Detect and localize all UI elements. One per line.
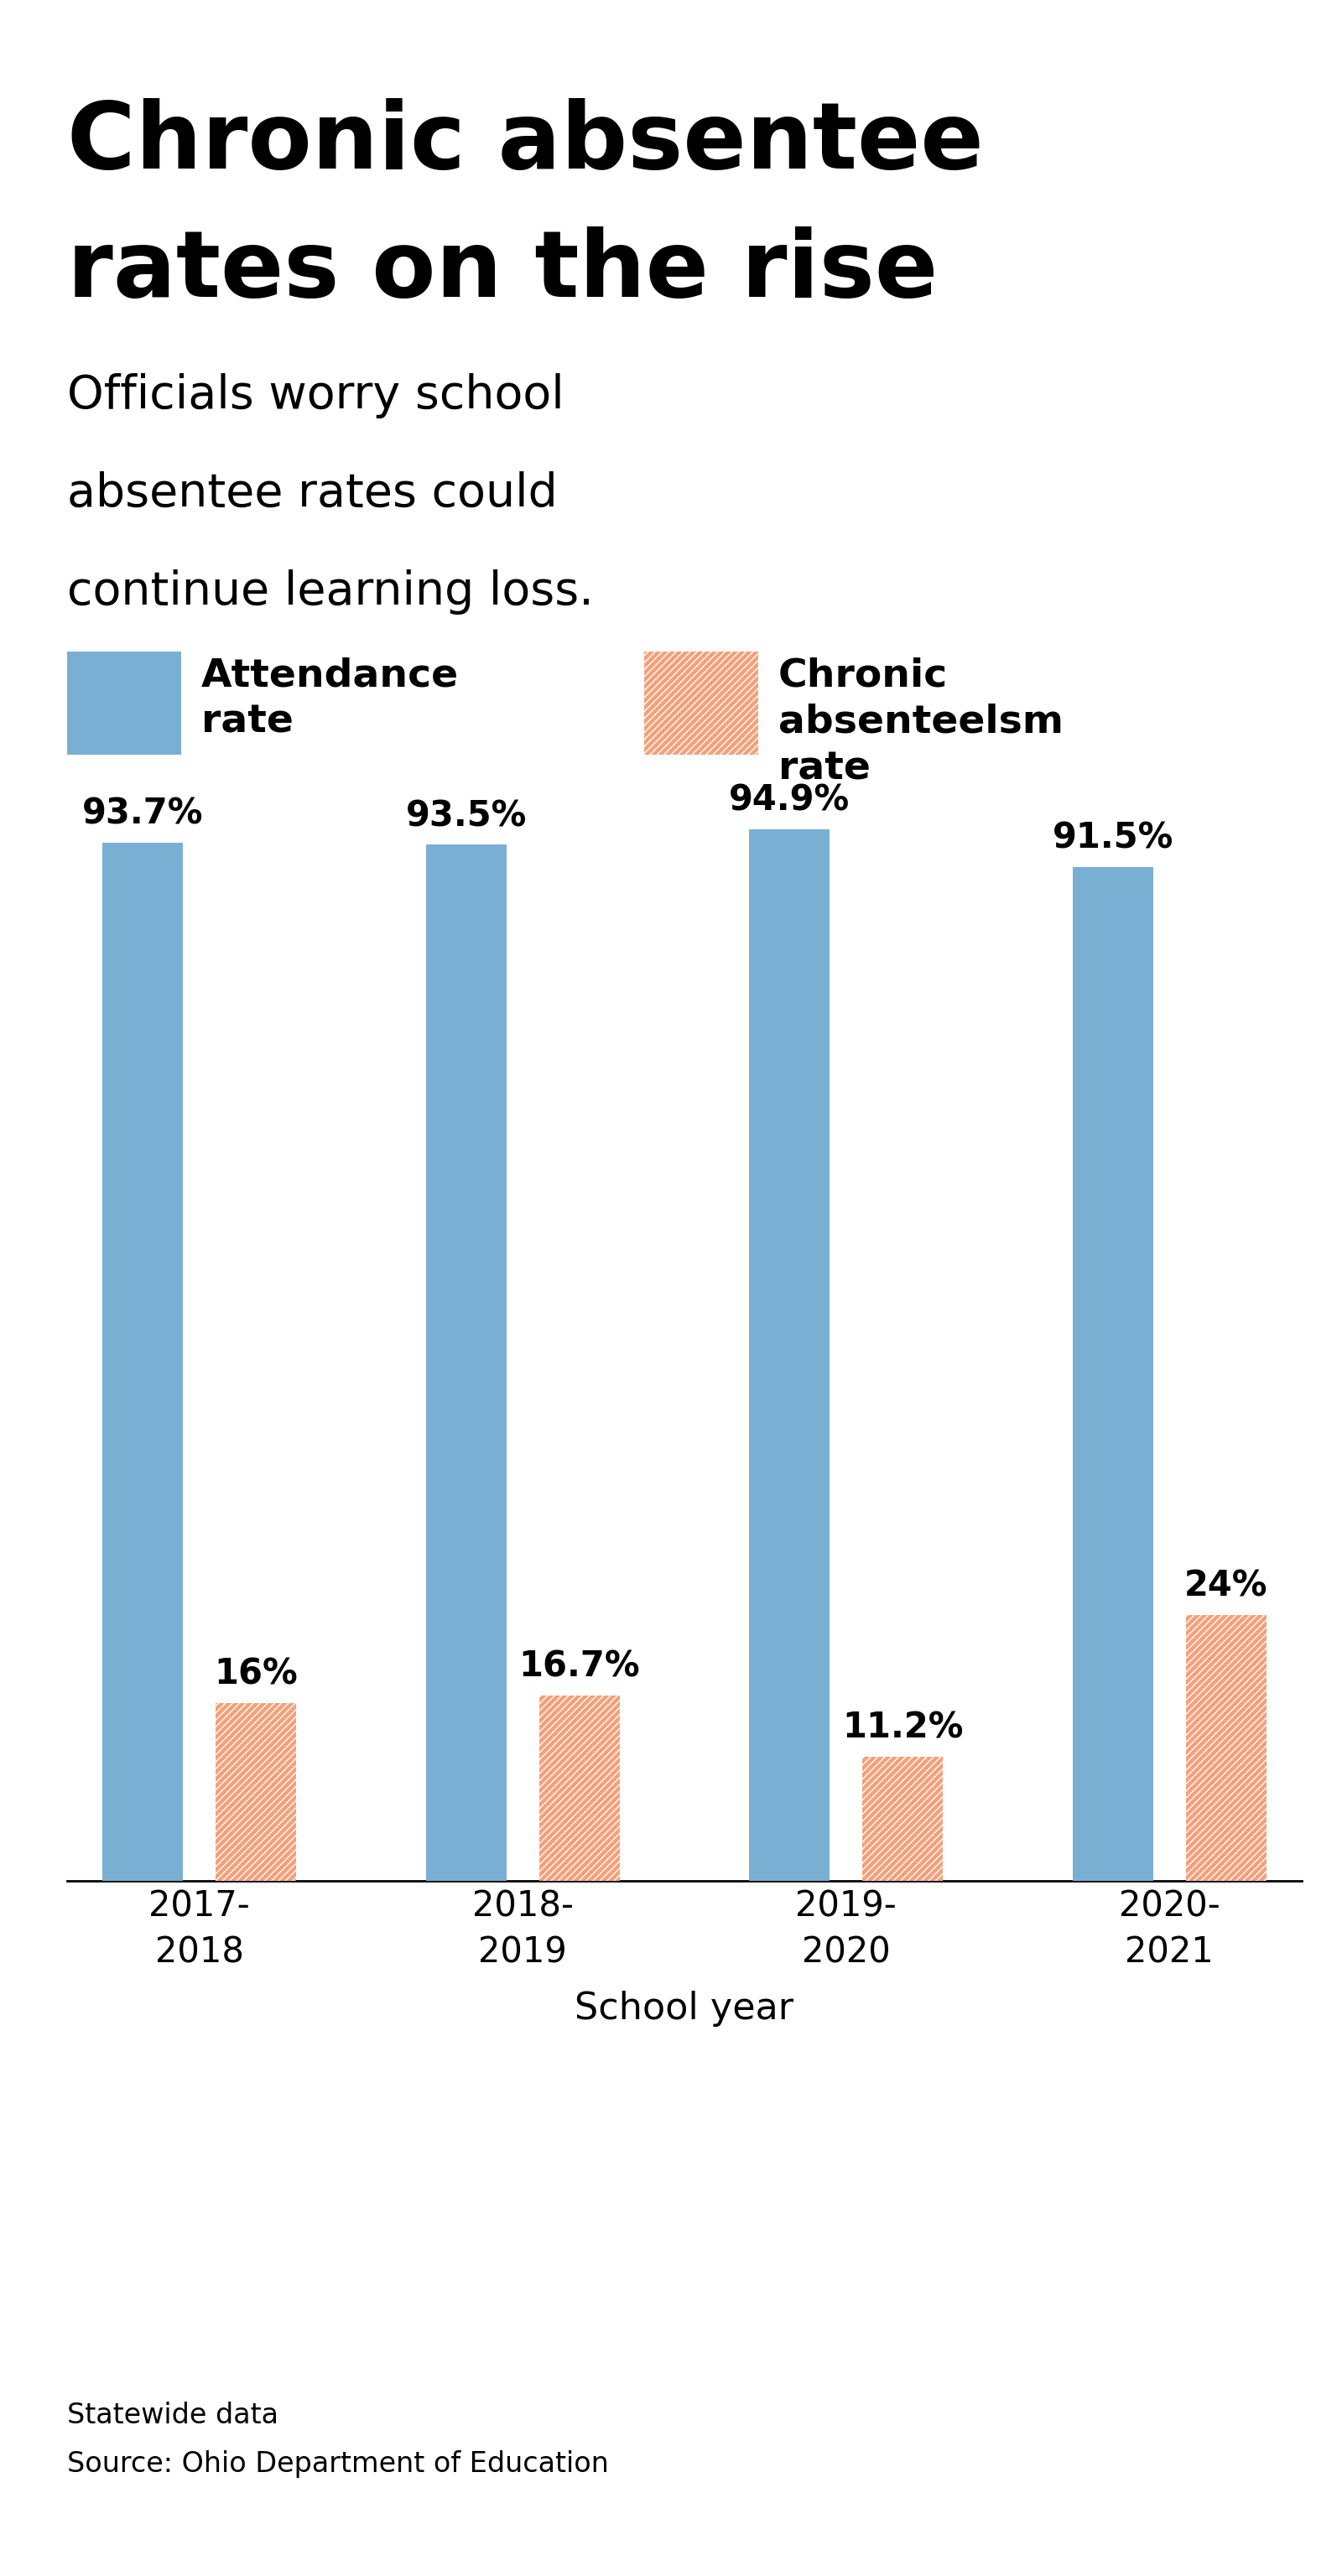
Bar bbox=[216, 1703, 297, 1880]
Bar bbox=[1185, 1615, 1267, 1880]
Bar bbox=[749, 829, 829, 1880]
Text: Attendance
rate: Attendance rate bbox=[201, 657, 459, 742]
Text: 93.7%: 93.7% bbox=[82, 796, 204, 832]
Text: 16%: 16% bbox=[215, 1656, 298, 1692]
Text: rates on the rise: rates on the rise bbox=[67, 227, 938, 317]
Text: 94.9%: 94.9% bbox=[729, 783, 849, 819]
Text: absentee rates could: absentee rates could bbox=[67, 471, 557, 518]
Text: 11.2%: 11.2% bbox=[841, 1710, 964, 1747]
Bar bbox=[863, 1757, 943, 1880]
Text: continue learning loss.: continue learning loss. bbox=[67, 569, 593, 616]
Text: 16.7%: 16.7% bbox=[518, 1649, 640, 1685]
Text: Statewide data: Statewide data bbox=[67, 2401, 279, 2429]
Bar bbox=[1072, 868, 1153, 1880]
Bar bbox=[539, 1695, 620, 1880]
Bar bbox=[102, 842, 184, 1880]
Text: Chronic
absenteelsm
rate: Chronic absenteelsm rate bbox=[778, 657, 1063, 788]
Text: Officials worry school: Officials worry school bbox=[67, 374, 564, 420]
Text: Chronic absentee: Chronic absentee bbox=[67, 98, 984, 188]
Bar bbox=[425, 845, 506, 1880]
Text: 93.5%: 93.5% bbox=[405, 799, 526, 835]
X-axis label: School year: School year bbox=[574, 1991, 794, 2027]
Text: 91.5%: 91.5% bbox=[1052, 822, 1173, 855]
Text: Source: Ohio Department of Education: Source: Ohio Department of Education bbox=[67, 2450, 609, 2478]
Text: 24%: 24% bbox=[1185, 1569, 1268, 1602]
